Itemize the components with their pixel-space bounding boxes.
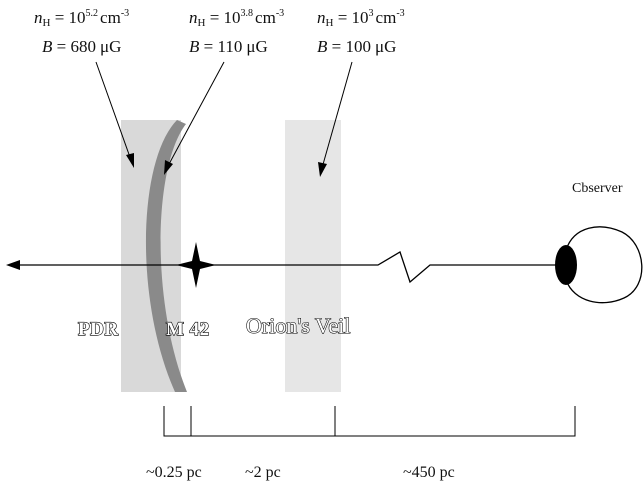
line-of-sight xyxy=(14,251,560,284)
label-veil-params: nH = 103 cm-3 B = 100 μG xyxy=(317,8,405,56)
svg-text:nH = 105.2cm-3: nH = 105.2 cm-3 xyxy=(34,8,129,29)
field-unit: μG xyxy=(375,37,396,56)
density-unit: cm xyxy=(255,8,276,27)
pointer-m42-head xyxy=(164,160,173,175)
density-base: 10 xyxy=(69,8,86,27)
symbol-H: H xyxy=(198,17,206,29)
star-icon xyxy=(176,242,216,288)
symbol-B: B xyxy=(42,37,53,56)
symbol-H: H xyxy=(326,17,334,29)
eq: = xyxy=(199,37,217,56)
field-value: 110 xyxy=(217,37,242,56)
pointer-pdr xyxy=(95,61,132,161)
symbol-B: B xyxy=(317,37,328,56)
field-value: 100 xyxy=(345,37,371,56)
label-pdr-params: nH = 105.2 cm-3 B = 680 μG xyxy=(34,8,129,56)
veil-slab xyxy=(285,120,341,392)
density-unit-exp: -3 xyxy=(276,8,284,19)
eq: = xyxy=(333,8,351,27)
symbol-n: n xyxy=(317,8,326,27)
distance-veil-observer: ~450 pc xyxy=(403,464,455,481)
observer-eye-outline xyxy=(565,226,643,304)
density-exp: 3 xyxy=(369,8,374,19)
density-base: 10 xyxy=(352,8,369,27)
density-exp: 5.2 xyxy=(86,8,99,19)
eq: = xyxy=(52,37,70,56)
pointer-veil xyxy=(321,61,353,169)
distance-brackets xyxy=(163,406,576,437)
density-unit: cm xyxy=(100,8,121,27)
pointer-m42 xyxy=(167,61,225,167)
label-pdr: PDR xyxy=(78,319,119,340)
density-unit-exp: -3 xyxy=(121,8,129,19)
observer-label: Cbserver xyxy=(572,181,623,196)
m42-arc xyxy=(145,120,187,392)
field-unit: μG xyxy=(100,37,121,56)
distance-m42-veil: ~2 pc xyxy=(245,464,281,481)
line-of-sight-arrowhead xyxy=(6,260,20,270)
density-base: 10 xyxy=(224,8,241,27)
distance-pdr-m42: ~0.25 pc xyxy=(146,464,202,481)
pointer-pdr-head xyxy=(126,153,134,168)
pointer-veil-head xyxy=(318,162,327,177)
symbol-B: B xyxy=(189,37,200,56)
density-unit-exp: -3 xyxy=(396,8,404,19)
symbol-n: n xyxy=(34,8,43,27)
symbol-H: H xyxy=(43,17,51,29)
eq: = xyxy=(205,8,223,27)
field-value: 680 xyxy=(70,37,96,56)
observer-pupil xyxy=(555,245,577,285)
label-orions-veil: Orion's Veil xyxy=(246,313,350,338)
eq: = xyxy=(327,37,345,56)
field-unit: μG xyxy=(246,37,267,56)
density-unit: cm xyxy=(376,8,397,27)
symbol-n: n xyxy=(189,8,198,27)
label-m42-params: nH = 103.8 cm-3 B = 110 μG xyxy=(189,8,284,56)
density-exp: 3.8 xyxy=(241,8,254,19)
eq: = xyxy=(50,8,68,27)
label-m42: M 42 xyxy=(166,319,210,340)
svg-text:nH = 103.8cm-3: nH = 103.8 cm-3 xyxy=(189,8,284,29)
